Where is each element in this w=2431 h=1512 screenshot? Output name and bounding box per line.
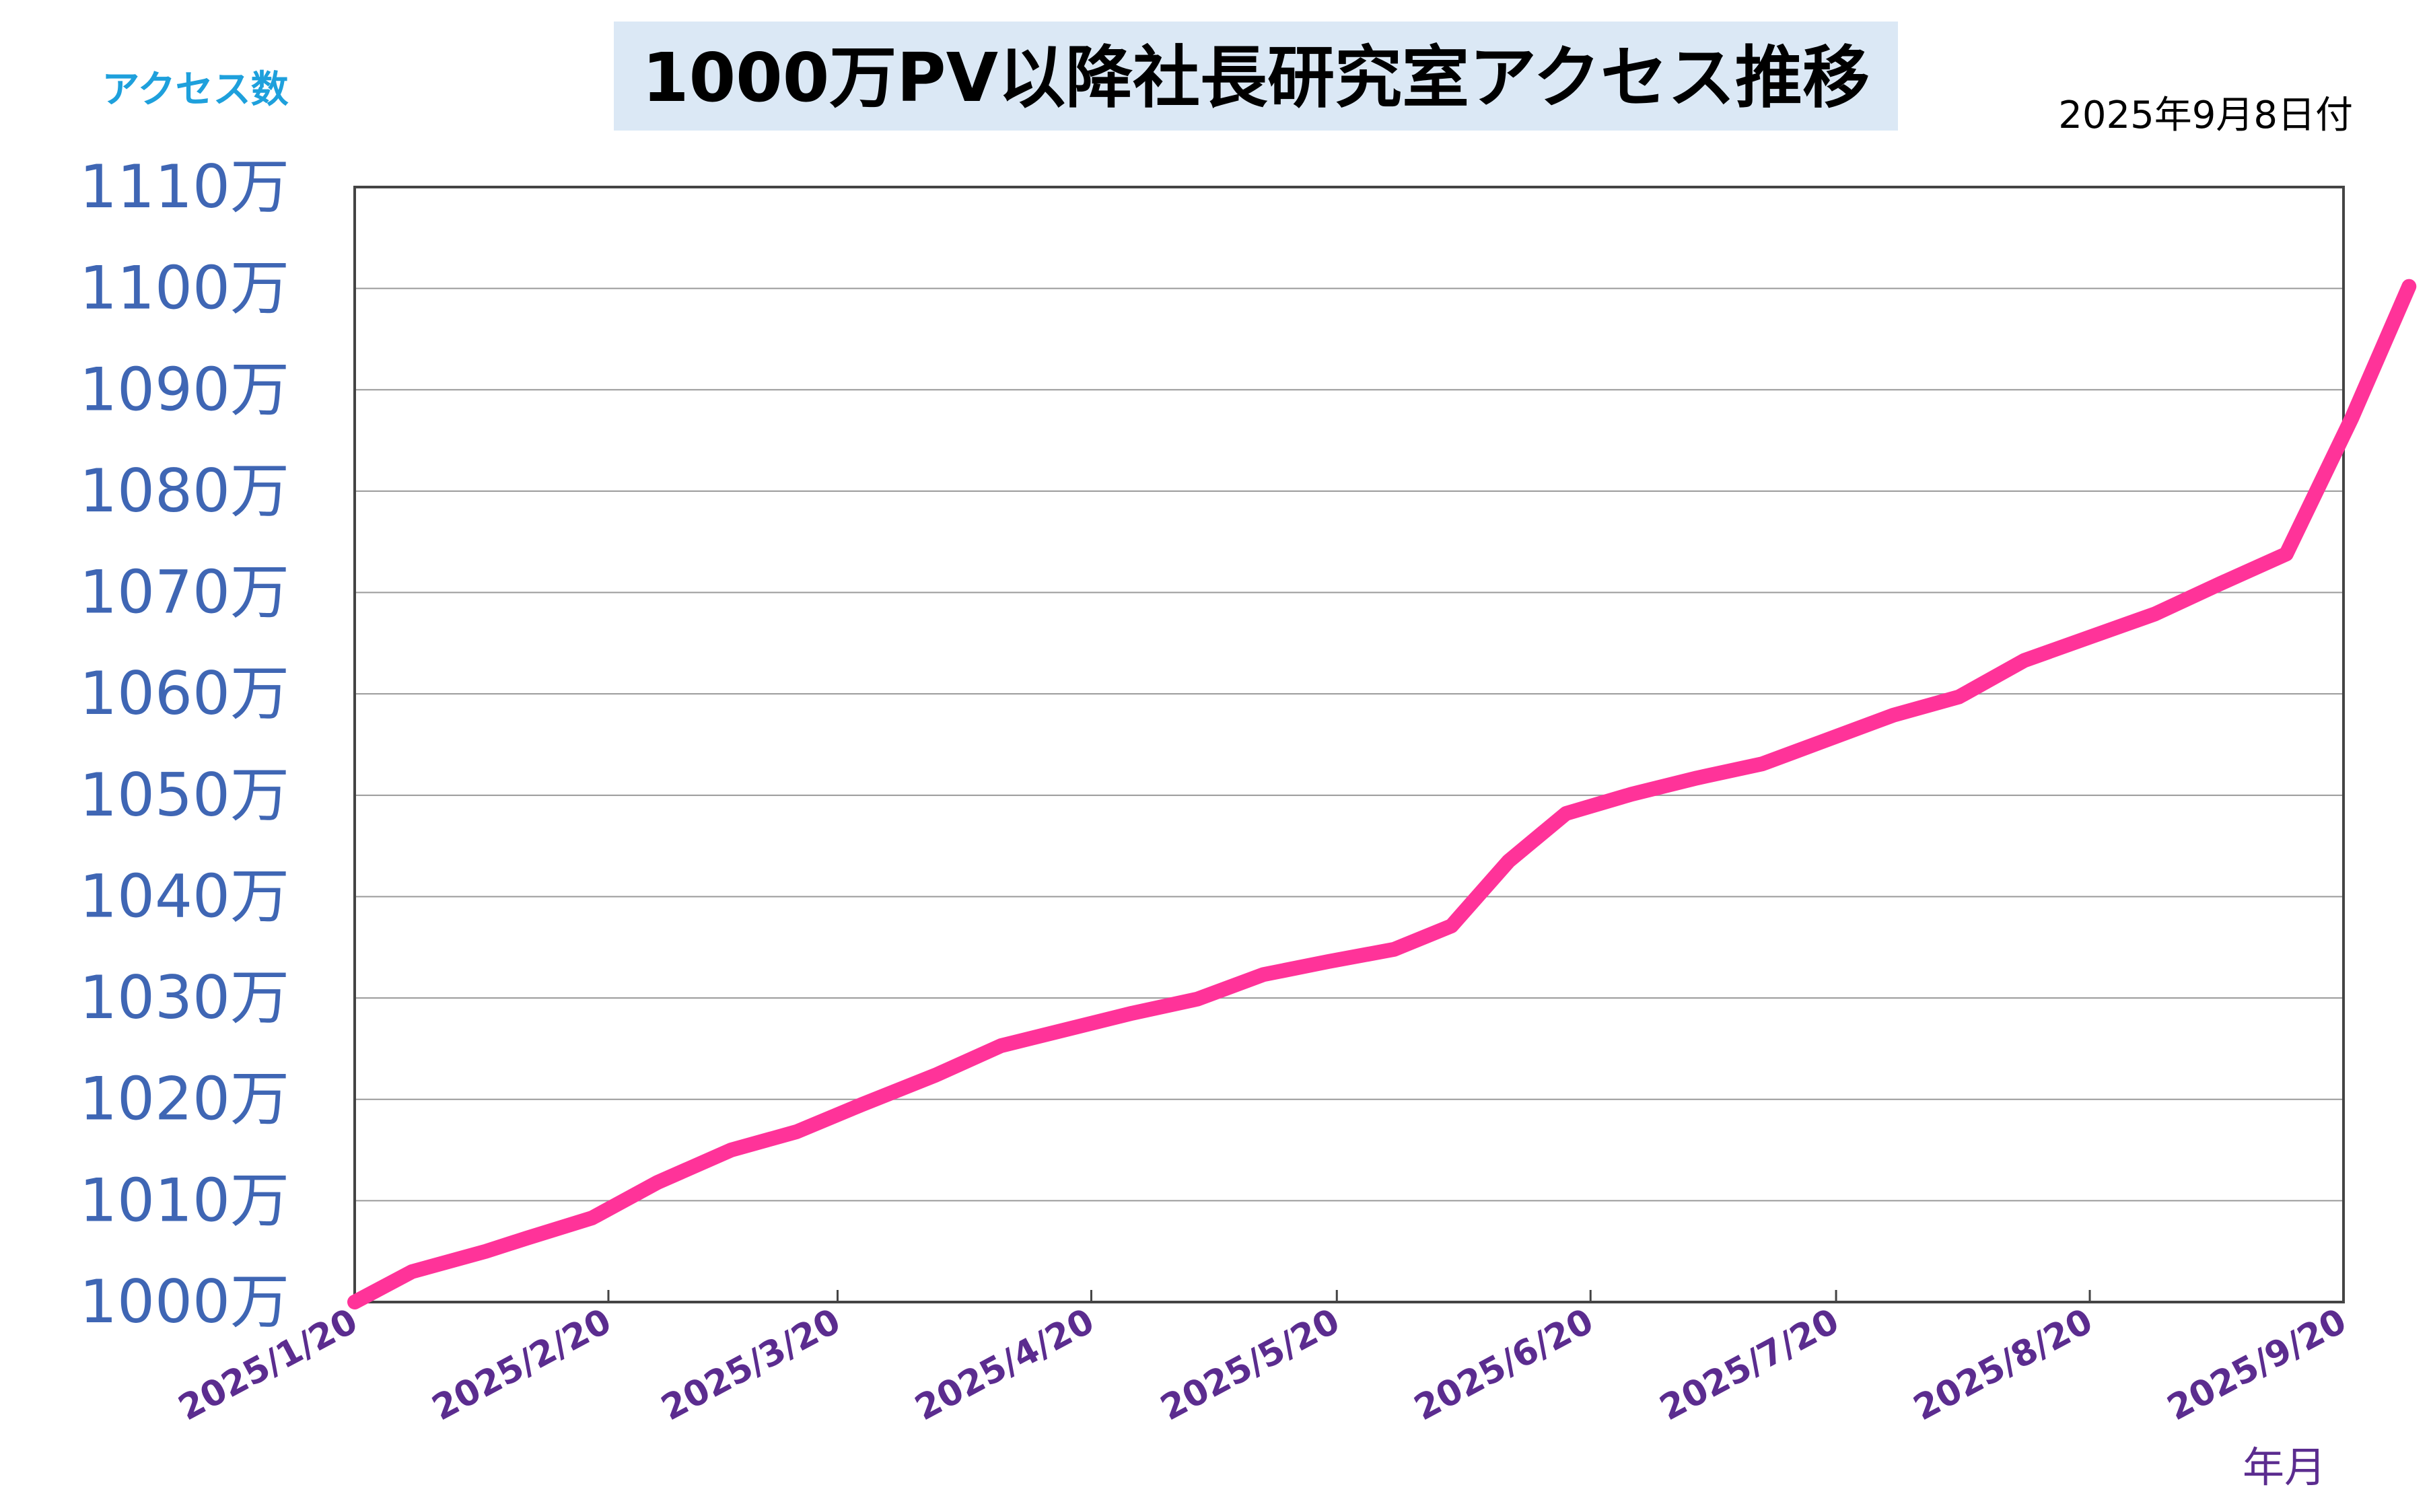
y-tick-label: 1080万 — [79, 456, 289, 526]
plot-frame — [353, 186, 2345, 1303]
x-tick-label: 2025/2/20 — [426, 1301, 618, 1429]
y-tick-labels: 1000万 1010万 1020万 1030万 1040万 1050万 1060万 1070万… — [79, 152, 289, 1336]
y-tick-label: 1100万 — [79, 254, 289, 323]
series-line — [347, 279, 2417, 1309]
y-tick-label: 1090万 — [79, 355, 289, 424]
x-tick-label: 2025/7/20 — [1654, 1301, 1845, 1429]
x-tick-label: 2025/8/20 — [1907, 1301, 2099, 1429]
y-tick-label: 1050万 — [79, 760, 289, 830]
y-axis-label: アクセス数 — [102, 68, 288, 112]
series-group — [347, 279, 2417, 1309]
x-tick-labels: 2025/1/20 2025/2/20 2025/3/20 2025/4/20 2025… — [172, 1290, 2353, 1429]
x-tick-label: 2025/4/20 — [909, 1301, 1100, 1429]
y-tick-label: 1060万 — [79, 659, 289, 728]
y-tick-label: 1040万 — [79, 861, 289, 931]
y-tick-label: 1020万 — [79, 1065, 289, 1134]
date-note: 2025年9月8日付 — [2058, 94, 2353, 137]
x-tick-label: 2025/3/20 — [655, 1301, 847, 1429]
x-axis-label: 年月 — [2243, 1443, 2326, 1492]
x-tick-label: 2025/5/20 — [1154, 1301, 1346, 1429]
title-background — [614, 22, 1898, 131]
y-tick-label: 1010万 — [79, 1165, 289, 1235]
y-tick-label: 1000万 — [79, 1267, 289, 1336]
y-tick-label: 1030万 — [79, 963, 289, 1032]
grid-lines — [355, 287, 2344, 1202]
chart-title: 1000万PV以降社長研究室アクセス推移 — [642, 38, 1870, 117]
x-tick-label: 2025/6/20 — [1408, 1301, 1600, 1429]
y-tick-label: 1110万 — [79, 152, 289, 221]
y-tick-label: 1070万 — [79, 558, 289, 627]
x-tick-label: 2025/9/20 — [2161, 1301, 2353, 1429]
